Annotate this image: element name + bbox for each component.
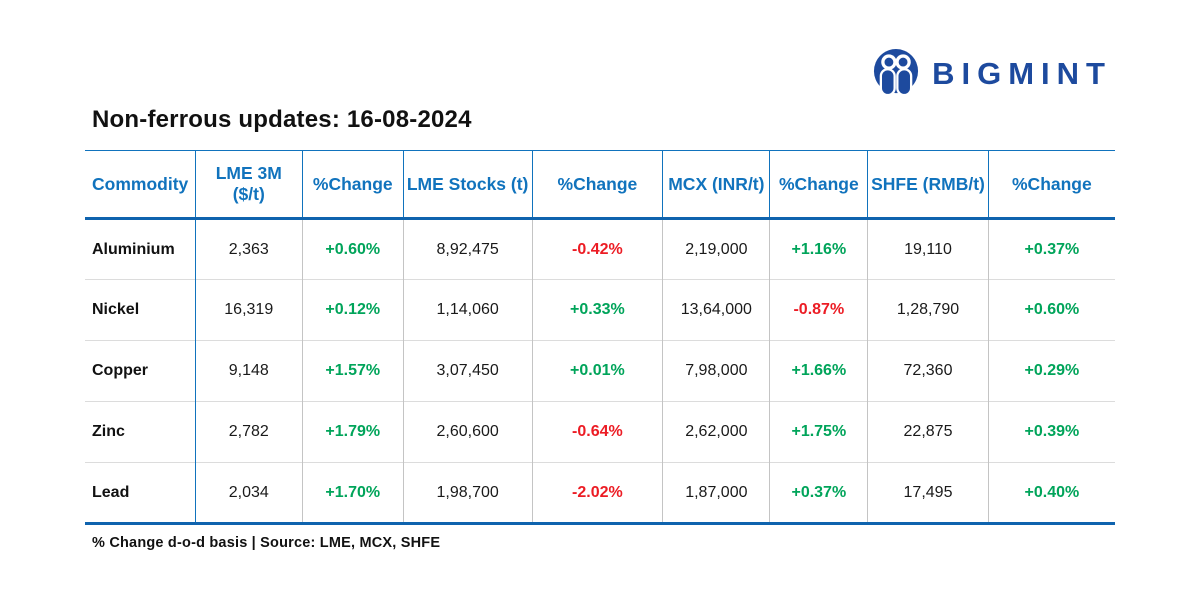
price-cell: 8,92,475	[402, 218, 532, 280]
percent-change-cell: +0.40%	[987, 462, 1115, 525]
percent-change-cell: +0.39%	[987, 401, 1115, 463]
column-header-mcx: MCX (INR/t)	[662, 150, 770, 220]
percent-change-cell: +0.01%	[531, 340, 663, 402]
source-note: % Change d-o-d basis | Source: LME, MCX,…	[92, 535, 441, 551]
table-row: Copper 9,148 +1.57% 3,07,450 +0.01% 7,98,000 +…	[85, 340, 1115, 402]
commodity-table-container: Commodity LME 3M ($/t) %Change LME Stock…	[85, 150, 1115, 525]
table-row: Aluminium 2,363 +0.60% 8,92,475 -0.42% 2,19,0…	[85, 218, 1115, 280]
percent-change-cell: -0.87%	[769, 279, 868, 341]
percent-change-cell: +1.66%	[769, 340, 868, 402]
price-cell: 2,19,000	[662, 218, 770, 280]
price-cell: 17,495	[867, 462, 989, 525]
price-cell: 13,64,000	[662, 279, 770, 341]
commodity-cell: Nickel	[85, 279, 196, 341]
bigmint-logo-icon	[873, 48, 919, 98]
percent-change-cell: +0.37%	[987, 218, 1115, 280]
column-header-shfe: SHFE (RMB/t)	[867, 150, 989, 220]
commodity-cell: Zinc	[85, 401, 196, 463]
column-header-commodity: Commodity	[85, 150, 196, 220]
column-header-stocks-change: %Change	[531, 150, 663, 220]
price-cell: 72,360	[867, 340, 989, 402]
page-title: Non-ferrous updates: 16-08-2024	[92, 106, 472, 133]
price-cell: 2,034	[194, 462, 303, 525]
column-header-lme-change: %Change	[301, 150, 404, 220]
price-cell: 22,875	[867, 401, 989, 463]
price-cell: 1,28,790	[867, 279, 989, 341]
commodity-cell: Aluminium	[85, 218, 196, 280]
commodity-cell: Lead	[85, 462, 196, 525]
price-cell: 1,14,060	[402, 279, 532, 341]
brand-name: BIGMINT	[932, 55, 1112, 91]
column-header-mcx-change: %Change	[769, 150, 868, 220]
table-header-row: Commodity LME 3M ($/t) %Change LME Stock…	[85, 150, 1115, 220]
column-header-lme-3m: LME 3M ($/t)	[194, 150, 303, 220]
percent-change-cell: +0.12%	[301, 279, 404, 341]
commodity-table: Commodity LME 3M ($/t) %Change LME Stock…	[85, 150, 1115, 525]
percent-change-cell: +1.16%	[769, 218, 868, 280]
percent-change-cell: +0.29%	[987, 340, 1115, 402]
percent-change-cell: +0.60%	[987, 279, 1115, 341]
table-body: Aluminium 2,363 +0.60% 8,92,475 -0.42% 2,19,0…	[85, 218, 1115, 525]
commodity-cell: Copper	[85, 340, 196, 402]
price-cell: 2,60,600	[402, 401, 532, 463]
percent-change-cell: -2.02%	[531, 462, 663, 525]
percent-change-cell: +0.60%	[301, 218, 404, 280]
price-cell: 2,363	[194, 218, 303, 280]
price-cell: 7,98,000	[662, 340, 770, 402]
percent-change-cell: +1.75%	[769, 401, 868, 463]
price-cell: 19,110	[867, 218, 989, 280]
percent-change-cell: -0.42%	[531, 218, 663, 280]
percent-change-cell: +0.33%	[531, 279, 663, 341]
percent-change-cell: +1.70%	[301, 462, 404, 525]
table-row: Zinc 2,782 +1.79% 2,60,600 -0.64% 2,62,000 +1.…	[85, 401, 1115, 463]
price-cell: 3,07,450	[402, 340, 532, 402]
column-header-shfe-change: %Change	[987, 150, 1115, 220]
percent-change-cell: -0.64%	[531, 401, 663, 463]
percent-change-cell: +1.79%	[301, 401, 404, 463]
price-cell: 2,62,000	[662, 401, 770, 463]
brand-header: BIGMINT	[873, 48, 1112, 98]
column-header-lme-stocks: LME Stocks (t)	[402, 150, 532, 220]
price-cell: 9,148	[194, 340, 303, 402]
price-cell: 1,87,000	[662, 462, 770, 525]
price-cell: 1,98,700	[402, 462, 532, 525]
table-row: Lead 2,034 +1.70% 1,98,700 -2.02% 1,87,000 +0.…	[85, 462, 1115, 525]
percent-change-cell: +1.57%	[301, 340, 404, 402]
percent-change-cell: +0.37%	[769, 462, 868, 525]
price-cell: 2,782	[194, 401, 303, 463]
table-row: Nickel 16,319 +0.12% 1,14,060 +0.33% 13,64,00…	[85, 279, 1115, 341]
price-cell: 16,319	[194, 279, 303, 341]
